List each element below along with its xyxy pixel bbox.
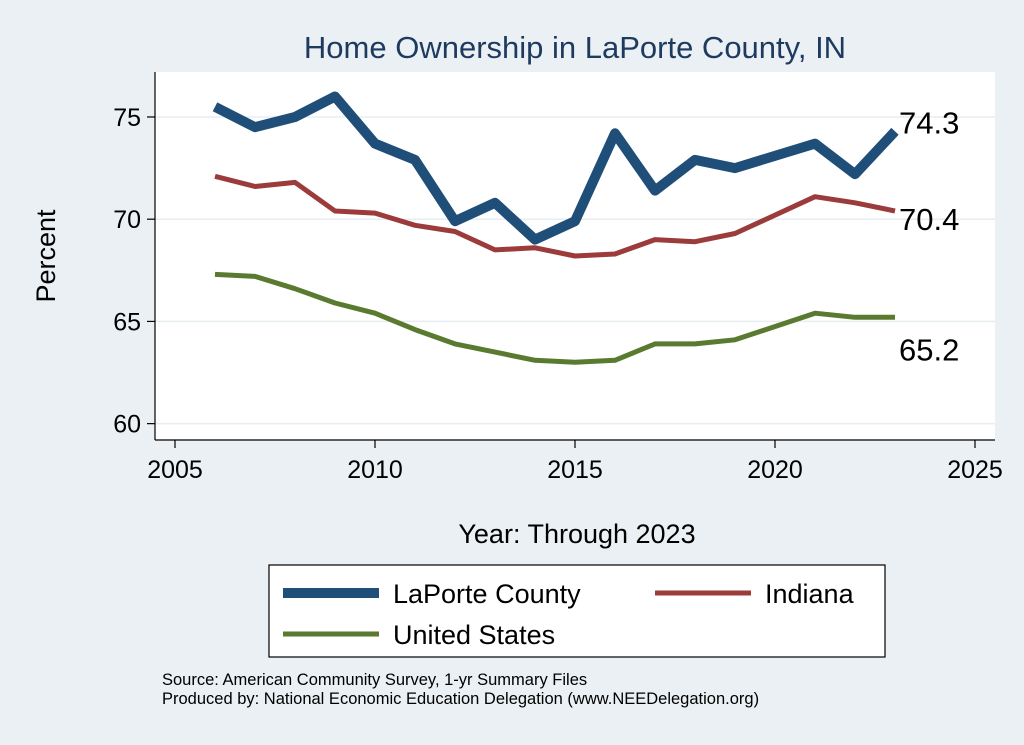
y-tick-label: 75 <box>113 104 141 132</box>
x-tick-label: 2015 <box>547 456 603 484</box>
y-tick-label: 60 <box>113 411 141 439</box>
series-line-laporte-county <box>212 91 899 245</box>
source-note: Source: American Community Survey, 1-yr … <box>162 671 588 689</box>
x-tick-label: 2020 <box>747 456 803 484</box>
series-line-united-states <box>214 271 895 365</box>
series-lines <box>212 91 899 365</box>
x-tick-label: 2010 <box>347 456 403 484</box>
y-axis-label: Percent <box>31 209 61 303</box>
end-labels: 74.3 70.4 65.2 <box>899 105 959 367</box>
produced-by-note: Produced by: National Economic Education… <box>162 690 760 708</box>
end-label-united-states: 65.2 <box>899 332 959 367</box>
legend-box <box>268 564 886 658</box>
legend-label: Indiana <box>765 579 855 609</box>
end-label-indiana: 70.4 <box>899 202 959 237</box>
chart-title: Home Ownership in LaPorte County, IN <box>304 30 846 65</box>
y-tick-label: 70 <box>113 206 141 234</box>
tick-labels: 60 65 70 75 2005 2010 2015 2020 2025 <box>113 104 1003 484</box>
x-tick-label: 2005 <box>147 456 203 484</box>
axes <box>147 72 995 448</box>
x-axis-label: Year: Through 2023 <box>458 519 695 549</box>
x-tick-label: 2025 <box>947 456 1003 484</box>
legend: LaPorte County Indiana United States <box>268 564 886 658</box>
legend-label: United States <box>393 620 555 650</box>
y-tick-label: 65 <box>113 308 141 336</box>
end-label-laporte-county: 74.3 <box>899 105 959 140</box>
legend-label: LaPorte County <box>393 579 581 609</box>
series-line-indiana <box>214 173 896 259</box>
